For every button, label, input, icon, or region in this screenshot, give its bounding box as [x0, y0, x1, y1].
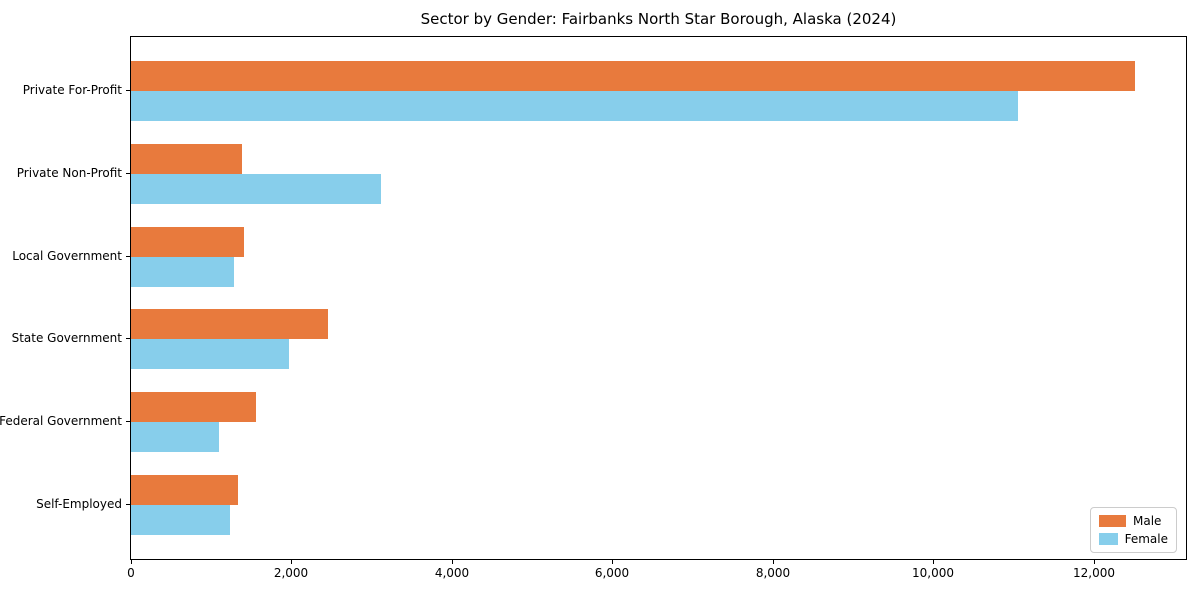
- legend-male-swatch: [1099, 515, 1126, 527]
- x-axis-tick: [291, 560, 292, 564]
- x-axis-tick: [773, 560, 774, 564]
- x-axis-tick-label: 2,000: [273, 566, 309, 580]
- bar-male-3: [131, 226, 244, 257]
- y-axis-tick: [126, 421, 130, 422]
- x-axis-tick: [933, 560, 934, 564]
- y-axis-category-label: State Government: [11, 331, 122, 345]
- x-axis-tick: [612, 560, 613, 564]
- x-axis-tick: [452, 560, 453, 564]
- bar-female-3: [131, 256, 234, 287]
- bar-male-6: [131, 475, 238, 505]
- bar-female-6: [131, 505, 230, 535]
- x-axis-tick-label: 10,000: [912, 566, 954, 580]
- y-axis-category-label: Self-Employed: [36, 497, 122, 511]
- x-axis-tick-label: 8,000: [755, 566, 791, 580]
- bar-female-1: [131, 91, 1018, 121]
- y-axis-category-label: Private Non-Profit: [16, 166, 122, 180]
- bar-female-2: [131, 173, 381, 204]
- legend-male-label: Male: [1133, 514, 1162, 528]
- y-axis-tick: [126, 338, 130, 339]
- legend-item-male: Male: [1099, 514, 1168, 528]
- bar-female-5: [131, 422, 219, 453]
- y-axis-category-label: Federal Government: [0, 414, 122, 428]
- bar-female-4: [131, 339, 289, 370]
- y-axis-tick: [126, 173, 130, 174]
- bar-male-4: [131, 309, 328, 340]
- bar-male-1: [131, 61, 1135, 91]
- y-axis-tick: [126, 90, 130, 91]
- x-axis-tick-label: 0: [127, 566, 135, 580]
- legend-female-swatch: [1099, 533, 1118, 545]
- x-axis-tick-label: 4,000: [434, 566, 470, 580]
- y-axis-tick: [126, 504, 130, 505]
- legend: Male Female: [1090, 507, 1177, 553]
- plot-area: [130, 36, 1187, 560]
- y-axis-tick: [126, 256, 130, 257]
- x-axis-tick: [131, 560, 132, 564]
- y-axis-category-label: Private For-Profit: [22, 83, 122, 97]
- chart-title: Sector by Gender: Fairbanks North Star B…: [420, 10, 897, 28]
- x-axis-tick-label: 6,000: [594, 566, 630, 580]
- y-axis-category-label: Local Government: [12, 249, 122, 263]
- x-axis-tick: [1094, 560, 1095, 564]
- bar-male-2: [131, 143, 242, 174]
- legend-female-label: Female: [1124, 532, 1168, 546]
- x-axis-tick-label: 12,000: [1073, 566, 1115, 580]
- bar-male-5: [131, 392, 256, 423]
- legend-item-female: Female: [1099, 532, 1168, 546]
